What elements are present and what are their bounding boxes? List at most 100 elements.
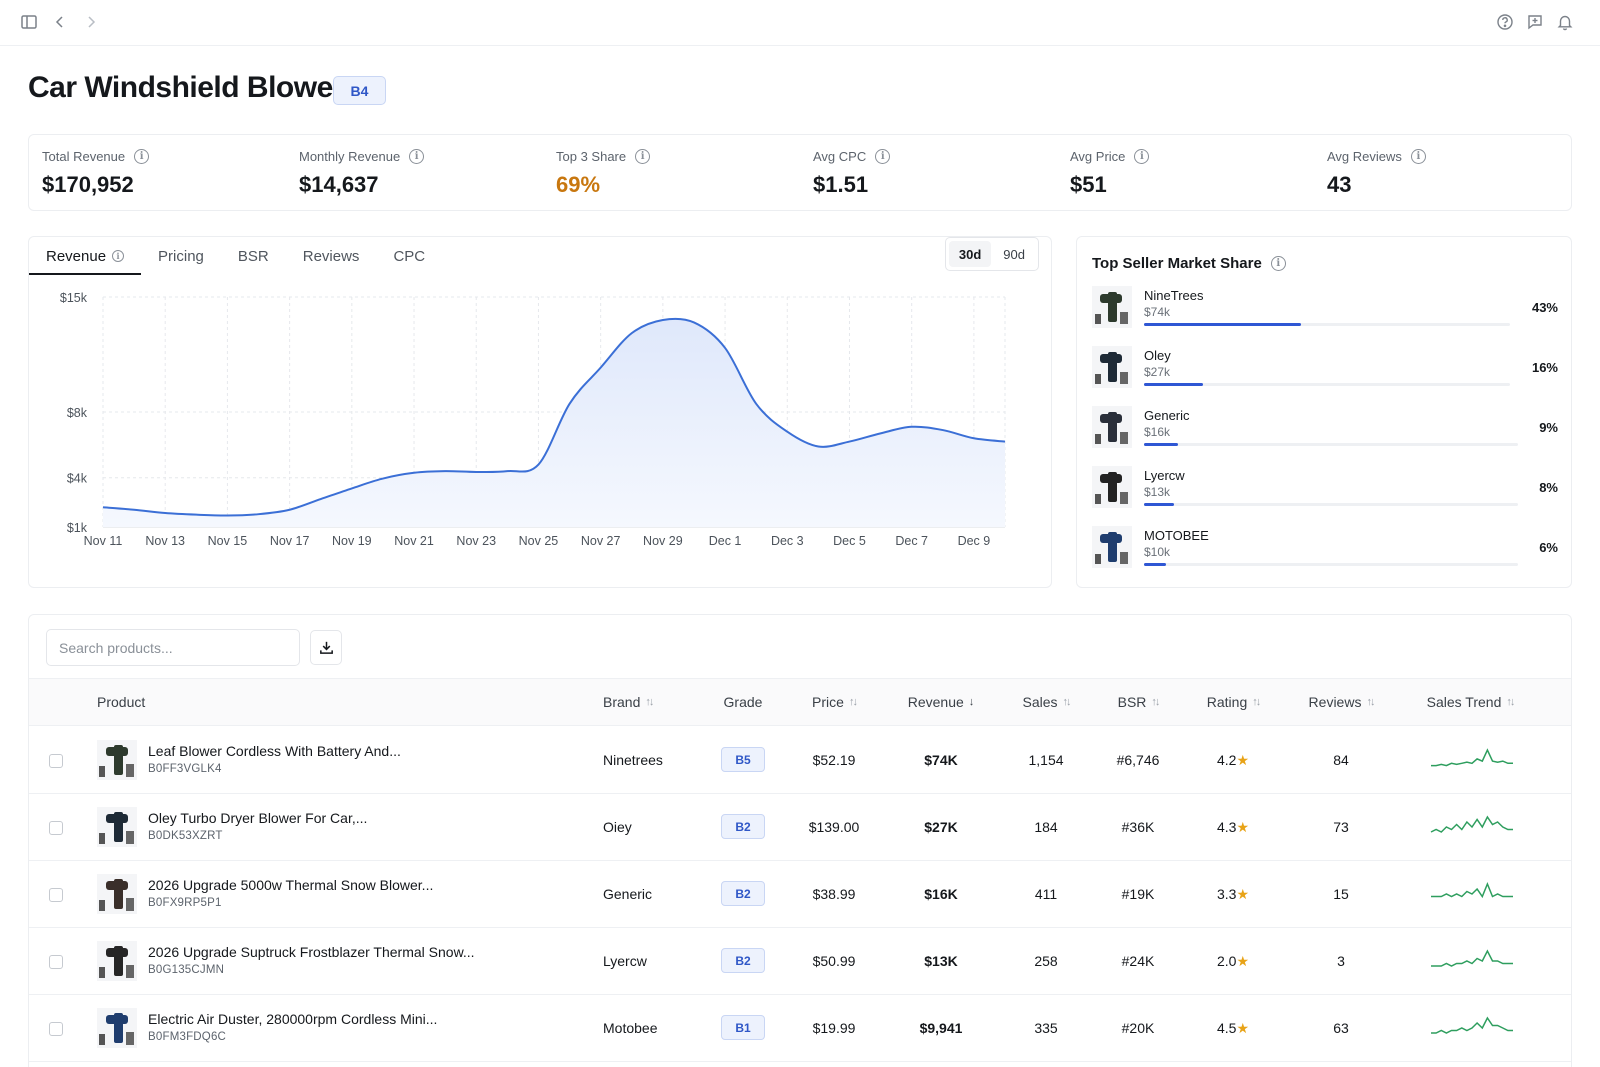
seller-name: Lyercw xyxy=(1144,468,1185,483)
bell-icon[interactable] xyxy=(1554,11,1576,33)
seller-name: Generic xyxy=(1144,408,1190,423)
table-row[interactable]: Electric Air Duster, 280000rpm Cordless … xyxy=(29,995,1571,1062)
metric-label-text: Avg Reviews xyxy=(1327,149,1402,164)
product-thumbnail xyxy=(97,740,137,780)
product-rating: 4.2★ xyxy=(1217,752,1249,769)
feedback-icon[interactable] xyxy=(1524,11,1546,33)
share-bar-fill xyxy=(1144,503,1174,506)
info-icon[interactable]: i xyxy=(875,149,891,164)
product-sales: 411 xyxy=(1034,886,1058,902)
info-icon[interactable]: i xyxy=(635,149,651,164)
seller-row[interactable]: NineTrees $74k 43% xyxy=(1092,286,1558,332)
col-brand-label: Brand xyxy=(603,694,641,710)
seller-row[interactable]: Oley $27k 16% xyxy=(1092,346,1558,392)
seller-name: Oley xyxy=(1144,348,1171,363)
tab-bsr[interactable]: BSR xyxy=(221,237,286,275)
rating-value: 4.5 xyxy=(1216,1020,1237,1036)
product-bsr: #6,746 xyxy=(1116,752,1160,768)
row-checkbox[interactable] xyxy=(49,1022,63,1036)
table-row[interactable]: 2026 Upgrade Suptruck Frostblazer Therma… xyxy=(29,928,1571,995)
col-bsr[interactable]: BSR ↑↓ xyxy=(1117,694,1161,710)
col-product: Product xyxy=(97,694,145,710)
product-asin: B0FF3VGLK4 xyxy=(148,763,222,775)
search-input[interactable] xyxy=(46,629,300,666)
col-price[interactable]: Price ↑↓ xyxy=(812,694,858,710)
product-revenue: $27K xyxy=(924,819,958,835)
seller-row[interactable]: Lyercw $13k 8% xyxy=(1092,466,1558,512)
grade-badge: B2 xyxy=(721,948,765,973)
product-brand: Lyercw xyxy=(603,953,647,969)
col-grade-label: Grade xyxy=(723,694,763,710)
range-90d[interactable]: 90d xyxy=(1003,246,1025,262)
row-checkbox[interactable] xyxy=(49,955,63,969)
product-title[interactable]: 2026 Upgrade 5000w Thermal Snow Blower..… xyxy=(148,877,434,893)
share-bar-fill xyxy=(1144,563,1167,566)
row-checkbox[interactable] xyxy=(49,754,63,768)
table-row[interactable]: Oley Turbo Dryer Blower For Car,... B0DK5… xyxy=(29,794,1571,861)
sidebar-toggle-icon[interactable] xyxy=(18,11,40,33)
chevron-right-icon[interactable] xyxy=(80,11,102,33)
table-row[interactable]: 2026 Upgrade 5000w Thermal Snow Blower..… xyxy=(29,861,1571,928)
col-rating-label: Rating xyxy=(1206,694,1248,710)
star-icon: ★ xyxy=(1236,953,1250,969)
product-reviews: 63 xyxy=(1333,1020,1349,1036)
product-revenue: $13K xyxy=(924,953,958,969)
row-checkbox[interactable] xyxy=(49,888,63,902)
info-icon[interactable]: i xyxy=(112,250,125,262)
tab-pricing[interactable]: Pricing xyxy=(141,237,221,275)
row-checkbox[interactable] xyxy=(49,821,63,835)
product-price: $50.99 xyxy=(812,953,856,969)
col-rating[interactable]: Rating ↑↓ xyxy=(1206,694,1261,710)
product-title[interactable]: Electric Air Duster, 280000rpm Cordless … xyxy=(148,1011,438,1027)
table-row[interactable]: Leaf Blower Cordless With Battery And...… xyxy=(29,727,1571,794)
info-icon[interactable]: i xyxy=(1410,149,1426,164)
tab-label: Revenue xyxy=(46,247,107,265)
info-icon[interactable]: i xyxy=(409,149,425,164)
tab-revenue[interactable]: Revenue i xyxy=(29,237,142,275)
col-bsr-label: BSR xyxy=(1117,694,1147,710)
rating-value: 3.3 xyxy=(1216,886,1237,902)
share-bar-track xyxy=(1144,443,1518,446)
col-sales[interactable]: Sales ↑↓ xyxy=(1022,694,1071,710)
tab-label: CPC xyxy=(393,247,426,265)
product-sales: 184 xyxy=(1034,819,1058,835)
product-title[interactable]: 2026 Upgrade Suptruck Frostblazer Therma… xyxy=(148,944,475,960)
info-icon[interactable]: i xyxy=(134,149,150,164)
info-icon[interactable]: i xyxy=(1134,149,1150,164)
metric-label-text: Monthly Revenue xyxy=(299,149,401,164)
chevron-left-icon[interactable] xyxy=(49,11,71,33)
tab-reviews[interactable]: Reviews xyxy=(286,237,377,275)
help-icon[interactable] xyxy=(1494,11,1516,33)
product-brand: Generic xyxy=(603,886,653,902)
metric-label: Avg Reviews i xyxy=(1327,149,1426,164)
seller-revenue: $74k xyxy=(1144,305,1171,319)
product-title[interactable]: Leaf Blower Cordless With Battery And... xyxy=(148,743,401,759)
star-icon: ★ xyxy=(1236,752,1250,768)
product-thumbnail xyxy=(97,874,137,914)
product-rating: 4.3★ xyxy=(1217,819,1249,836)
download-button[interactable] xyxy=(310,630,342,665)
col-sales-trend[interactable]: Sales Trend ↑↓ xyxy=(1427,694,1516,710)
market-share-title: Top Seller Market Share i xyxy=(1092,255,1286,272)
top-bar xyxy=(0,0,1600,46)
product-price: $19.99 xyxy=(812,1020,856,1036)
metrics-bar: Total Revenue i $170,952 Monthly Revenue i $1… xyxy=(28,134,1572,211)
product-sales: 335 xyxy=(1034,1020,1058,1036)
tab-cpc[interactable]: CPC xyxy=(376,237,442,275)
col-grade: Grade xyxy=(724,694,763,710)
tab-label: Pricing xyxy=(158,247,204,265)
col-reviews[interactable]: Reviews ↑↓ xyxy=(1309,694,1376,710)
seller-row[interactable]: Generic $16k 9% xyxy=(1092,406,1558,452)
info-icon[interactable]: i xyxy=(1270,256,1286,271)
product-revenue: $9,941 xyxy=(919,1020,963,1036)
seller-row[interactable]: MOTOBEE $10k 6% xyxy=(1092,526,1558,572)
rating-value: 4.3 xyxy=(1216,819,1237,835)
range-30d[interactable]: 30d xyxy=(948,241,992,267)
product-bsr: #24K xyxy=(1121,953,1155,969)
col-revenue[interactable]: Revenue ↓ xyxy=(908,694,975,710)
col-brand[interactable]: Brand ↑↓ xyxy=(603,694,654,710)
metric-label-text: Avg CPC xyxy=(813,149,867,164)
product-title[interactable]: Oley Turbo Dryer Blower For Car,... xyxy=(148,810,368,826)
product-thumbnail xyxy=(1092,346,1132,388)
